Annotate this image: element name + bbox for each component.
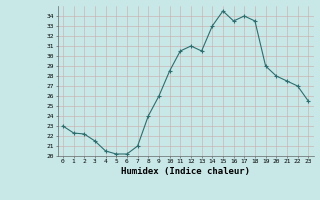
X-axis label: Humidex (Indice chaleur): Humidex (Indice chaleur) [121, 167, 250, 176]
